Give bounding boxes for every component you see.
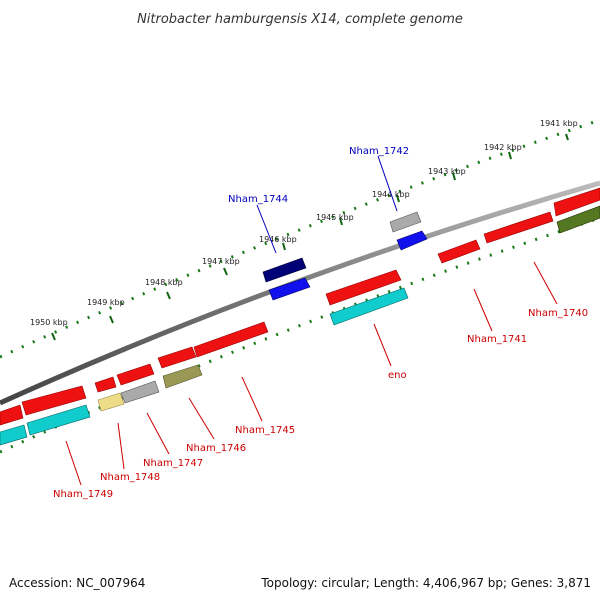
gene-cyan-1749 bbox=[26, 404, 91, 436]
gene-label-nham-1749: Nham_1749 bbox=[53, 489, 113, 500]
gene-eno-fwd bbox=[325, 269, 402, 306]
outer-tick-track bbox=[0, 118, 600, 359]
leader-lines bbox=[65, 155, 558, 486]
gene-eno bbox=[329, 287, 409, 326]
map-title: Nitrobacter hamburgensis X14, complete g… bbox=[137, 12, 463, 27]
gene-label-nham-1742: Nham_1742 bbox=[349, 146, 409, 157]
genome-summary-text: Topology: circular; Length: 4,406,967 bp… bbox=[260, 576, 591, 590]
kbp-labels: 1941 kbp 1942 kbp 1943 kbp 1944 kbp 1945… bbox=[30, 119, 578, 327]
gene-khaki bbox=[97, 392, 125, 412]
gene-nham-1741 bbox=[437, 239, 481, 264]
gene-nham-1747 bbox=[116, 363, 155, 386]
kbp-label: 1949 kbp bbox=[87, 298, 125, 307]
gene-cyan-edge bbox=[0, 424, 28, 446]
kbp-label: 1947 kbp bbox=[202, 257, 240, 266]
gene-label-nham-1746: Nham_1746 bbox=[186, 443, 246, 454]
gene-nham-1744-b bbox=[268, 277, 311, 301]
kbp-label: 1946 kbp bbox=[259, 235, 297, 244]
gene-label-nham-1744: Nham_1744 bbox=[228, 194, 288, 205]
gene-label-nham-1747: Nham_1747 bbox=[143, 458, 203, 469]
gene-nham-1742-b bbox=[396, 230, 428, 251]
gene-nham-1748 bbox=[94, 376, 117, 393]
forward-genes bbox=[0, 187, 600, 426]
reverse-genes bbox=[0, 205, 600, 446]
major-ticks-outer bbox=[51, 133, 569, 341]
accession-text: Accession: NC_007964 bbox=[9, 576, 145, 590]
gene-nham-1740-a bbox=[553, 187, 600, 217]
gene-green-right bbox=[556, 205, 600, 234]
gene-labels: Nham_1740 Nham_1741 eno Nham_1742 Nham_1… bbox=[53, 146, 588, 500]
genome-backbone bbox=[0, 180, 600, 406]
kbp-label: 1945 kbp bbox=[316, 213, 354, 222]
gene-nham-1745 bbox=[193, 321, 269, 358]
gene-left-edge bbox=[0, 404, 24, 426]
gene-olive bbox=[162, 364, 203, 389]
gene-label-eno: eno bbox=[388, 370, 407, 381]
inner-tick-track bbox=[0, 216, 600, 454]
kbp-label: 1941 kbp bbox=[540, 119, 578, 128]
gene-label-nham-1745: Nham_1745 bbox=[235, 425, 295, 436]
gene-nham-1746 bbox=[157, 346, 197, 369]
gene-nham-1742 bbox=[389, 211, 422, 233]
gene-label-nham-1741: Nham_1741 bbox=[467, 334, 527, 345]
kbp-label: 1948 kbp bbox=[145, 278, 183, 287]
gene-nham-1740 bbox=[483, 211, 554, 244]
kbp-label: 1950 kbp bbox=[30, 318, 68, 327]
gene-label-nham-1748: Nham_1748 bbox=[100, 472, 160, 483]
gene-grey bbox=[120, 380, 160, 404]
kbp-label: 1942 kbp bbox=[484, 143, 522, 152]
gene-label-nham-1740: Nham_1740 bbox=[528, 308, 588, 319]
kbp-label: 1943 kbp bbox=[428, 167, 466, 176]
gene-nham-1744 bbox=[262, 257, 307, 283]
gene-nham-1749 bbox=[21, 385, 87, 416]
